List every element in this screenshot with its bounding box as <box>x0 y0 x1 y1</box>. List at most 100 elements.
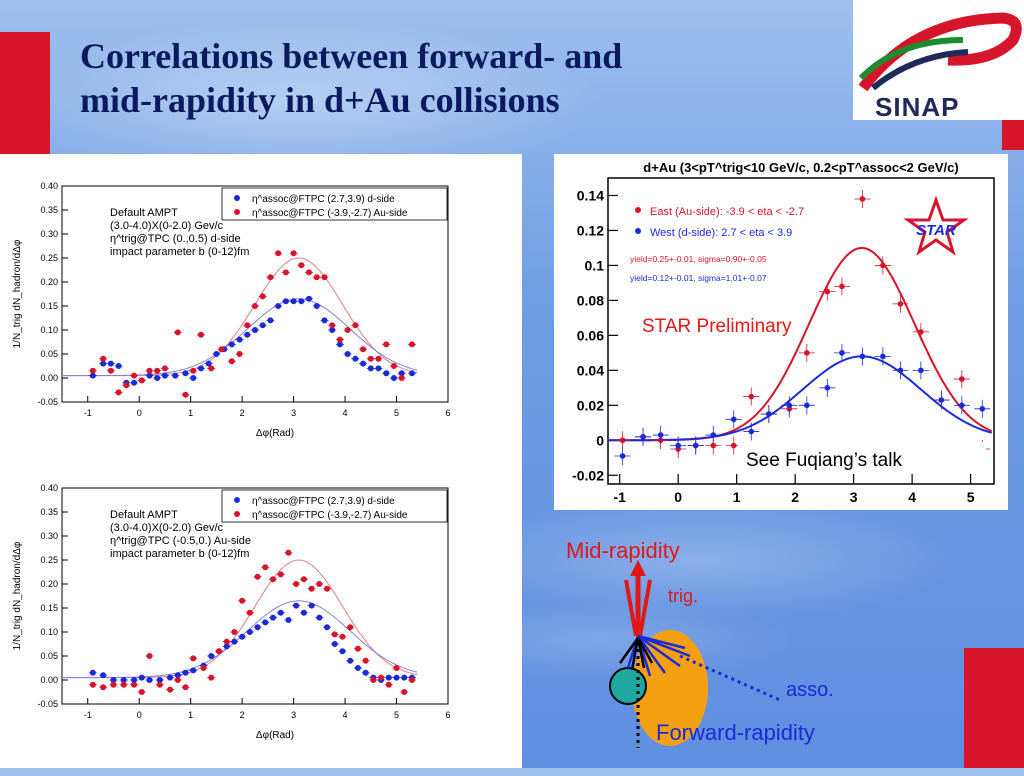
data-point-red <box>918 329 924 335</box>
y-axis-label: 1/N_trig dN_hadron/dΔφ <box>12 239 23 348</box>
data-point-blue <box>385 674 392 681</box>
x-tick-label: 4 <box>343 710 348 720</box>
x-tick-label: 1 <box>188 408 193 418</box>
data-point-blue <box>167 674 174 681</box>
data-point-red <box>300 576 307 583</box>
data-point-red <box>316 581 323 587</box>
data-point-red <box>378 674 385 681</box>
data-point-red <box>367 355 374 362</box>
annotation-line: (3.0-4.0)X(0-2.0) Gev/c <box>110 522 224 534</box>
legend-entry: η^assoc@FTPC (-3.9,-2.7) Au-side <box>252 208 408 219</box>
data-point-red <box>306 269 313 276</box>
data-point-blue <box>306 295 313 302</box>
data-point-red <box>331 631 338 638</box>
data-point-red <box>383 341 390 348</box>
data-point-red <box>313 274 320 281</box>
x-tick-label: 2 <box>240 710 245 720</box>
label-forward-rapidity: Forward-rapidity <box>656 720 815 745</box>
data-point-red <box>897 301 904 307</box>
data-point-blue <box>197 365 204 372</box>
data-point-red <box>174 677 181 683</box>
x-tick-label: 6 <box>445 408 450 418</box>
slide-title: Correlations between forward- and mid-ra… <box>80 34 800 122</box>
data-point-blue <box>293 602 300 609</box>
legend-entry: East (Au-side): -3.9 < eta < -2.7 <box>650 206 804 218</box>
data-point-blue <box>252 327 258 333</box>
data-point-red <box>408 677 415 683</box>
legend-entry: η^assoc@FTPC (-3.9,-2.7) Au-side <box>252 510 408 521</box>
y-tick-label: 0.40 <box>40 483 58 493</box>
x-tick-label: 4 <box>343 408 348 418</box>
x-tick-label: 5 <box>394 408 399 418</box>
data-point-red <box>267 274 274 281</box>
data-point-blue <box>131 379 138 386</box>
data-point-red <box>290 250 297 257</box>
data-point-blue <box>146 372 153 379</box>
data-point-red <box>131 681 138 688</box>
y-tick-label: 0.30 <box>40 229 58 239</box>
data-point-blue <box>156 677 163 683</box>
data-point-blue <box>375 365 382 372</box>
x-tick-label: -1 <box>84 408 92 418</box>
data-point-blue <box>182 669 189 676</box>
data-point-red <box>298 262 305 269</box>
data-point-blue <box>766 411 772 417</box>
data-point-red <box>880 262 886 269</box>
data-point-red <box>190 655 197 662</box>
data-point-red <box>324 585 331 592</box>
data-point-blue <box>236 336 243 343</box>
data-point-blue <box>393 674 400 681</box>
y-tick-label: -0.05 <box>37 397 58 407</box>
data-point-red <box>154 367 161 374</box>
legend-marker <box>234 195 240 201</box>
legend-box <box>221 187 448 221</box>
data-point-red <box>375 355 382 362</box>
data-point-blue <box>290 298 297 305</box>
data-point-blue <box>100 672 107 679</box>
y-tick-label: 0.00 <box>40 675 58 685</box>
data-point-red <box>408 341 415 348</box>
data-point-blue <box>270 614 277 621</box>
data-point-blue <box>115 363 122 369</box>
data-point-blue <box>190 375 197 381</box>
data-point-red <box>208 674 215 681</box>
data-point-red <box>270 576 277 583</box>
data-point-blue <box>336 341 343 348</box>
data-point-red <box>344 327 351 333</box>
data-point-blue <box>89 669 96 676</box>
data-point-red <box>730 442 737 449</box>
data-point-red <box>156 681 163 688</box>
data-point-blue <box>619 453 626 459</box>
preliminary-label: STAR Preliminary <box>642 316 792 337</box>
data-point-blue <box>979 406 986 412</box>
data-point-blue <box>339 648 346 655</box>
trigger-arrow-head <box>630 560 646 576</box>
data-point-red <box>167 686 174 693</box>
y-tick-label: 0.30 <box>40 531 58 541</box>
y-tick-label: 0.40 <box>40 181 58 191</box>
legend-entry: η^assoc@FTPC (2.7,3.9) d-side <box>252 496 395 507</box>
data-point-blue <box>710 432 717 438</box>
data-point-red <box>839 283 845 290</box>
x-tick-label: 0 <box>137 408 142 418</box>
data-point-red <box>308 585 315 592</box>
y-tick-label: 0.20 <box>40 579 58 589</box>
x-axis-label: Δφ(Rad) <box>256 730 294 741</box>
x-tick-label: -1 <box>84 710 92 720</box>
legend-marker <box>635 207 641 213</box>
data-point-blue <box>316 614 323 621</box>
data-point-red <box>110 681 117 688</box>
data-point-blue <box>408 370 415 377</box>
data-point-blue <box>110 677 117 683</box>
data-point-red <box>385 681 392 688</box>
data-point-blue <box>390 375 397 381</box>
data-point-blue <box>398 370 405 377</box>
data-point-blue <box>275 303 282 309</box>
data-point-blue <box>138 674 145 681</box>
y-tick-label: -0.05 <box>37 699 58 709</box>
data-point-red <box>347 624 354 631</box>
data-point-blue <box>897 367 904 374</box>
star-plot: d+Au (3<pT^trig<10 GeV/c, 0.2<pT^assoc<2… <box>572 160 995 505</box>
data-point-blue <box>344 351 351 357</box>
data-point-blue <box>161 372 168 379</box>
